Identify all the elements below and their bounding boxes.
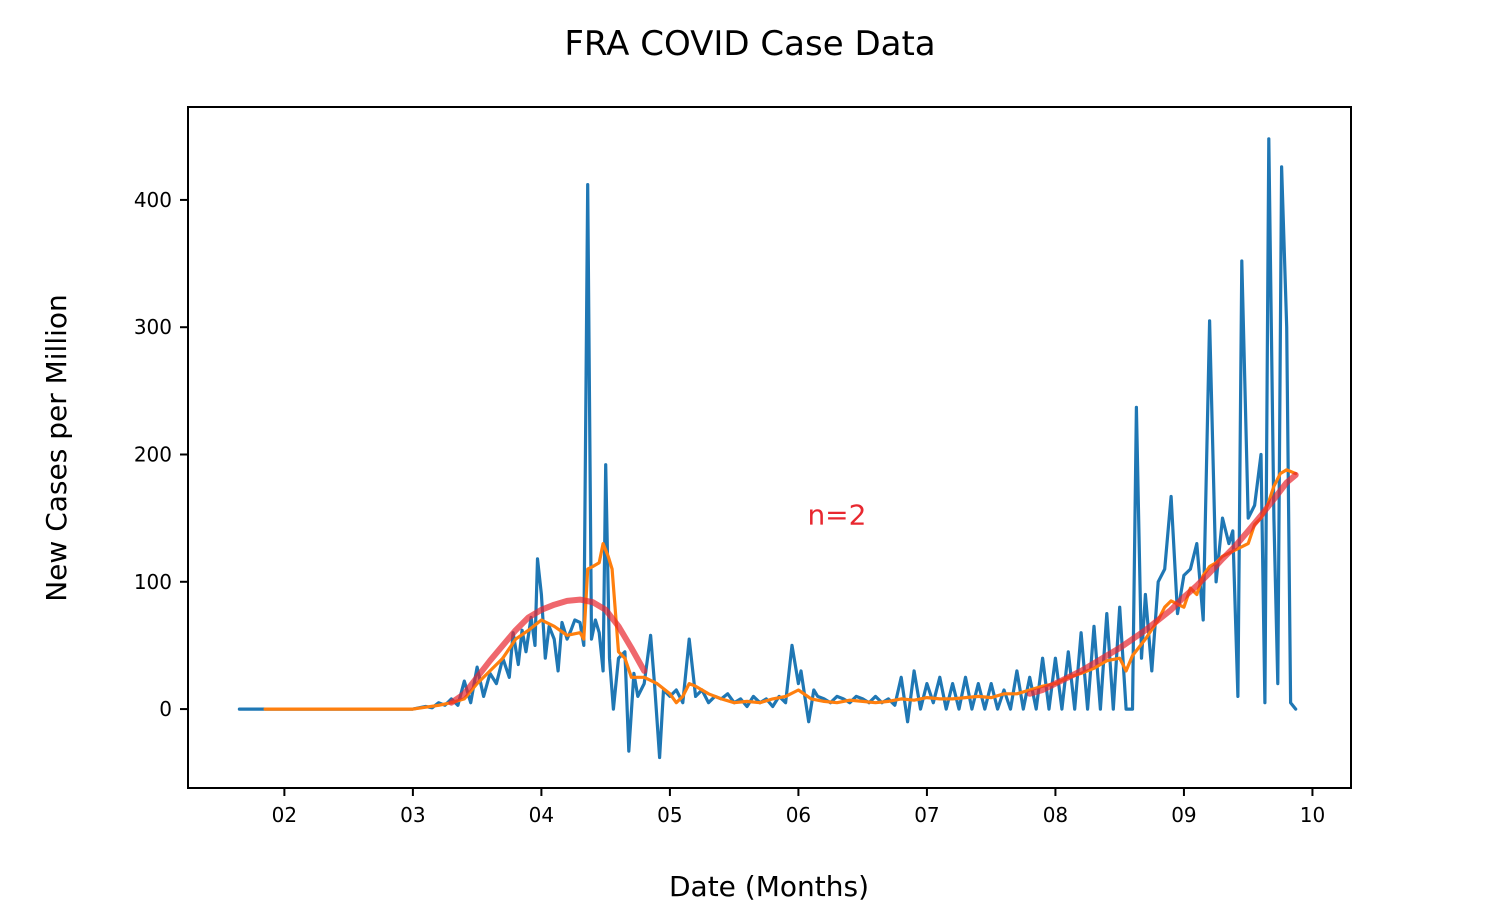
x-tick-label: 03 xyxy=(400,803,425,827)
y-tick-label: 200 xyxy=(134,443,172,467)
series-line-3 xyxy=(448,596,648,706)
series-line-1 xyxy=(237,137,1298,760)
plot-frame xyxy=(187,106,1352,789)
y-tick-label: 300 xyxy=(134,315,172,339)
y-tick-label: 400 xyxy=(134,188,172,212)
x-axis: 02 03 04 05 06 07 08 09 10 xyxy=(272,788,1325,827)
y-tick-label: 100 xyxy=(134,570,172,594)
series-layer xyxy=(237,137,1299,760)
x-tick-label: 09 xyxy=(1171,803,1196,827)
x-tick-label: 06 xyxy=(786,803,811,827)
annotation-label: n=2 xyxy=(807,499,866,532)
x-tick-label: 07 xyxy=(914,803,939,827)
y-axis-title: New Cases per Million xyxy=(40,294,73,602)
x-tick-label: 10 xyxy=(1300,803,1325,827)
x-tick-label: 05 xyxy=(657,803,682,827)
y-axis: 0 100 200 300 400 xyxy=(134,188,188,721)
x-tick-label: 04 xyxy=(529,803,554,827)
x-tick-label: 08 xyxy=(1043,803,1068,827)
chart-title: FRA COVID Case Data xyxy=(564,24,935,64)
x-tick-label: 02 xyxy=(272,803,297,827)
series-line-4 xyxy=(1026,471,1299,697)
y-tick-label: 0 xyxy=(159,697,172,721)
x-axis-title: Date (Months) xyxy=(669,870,869,900)
